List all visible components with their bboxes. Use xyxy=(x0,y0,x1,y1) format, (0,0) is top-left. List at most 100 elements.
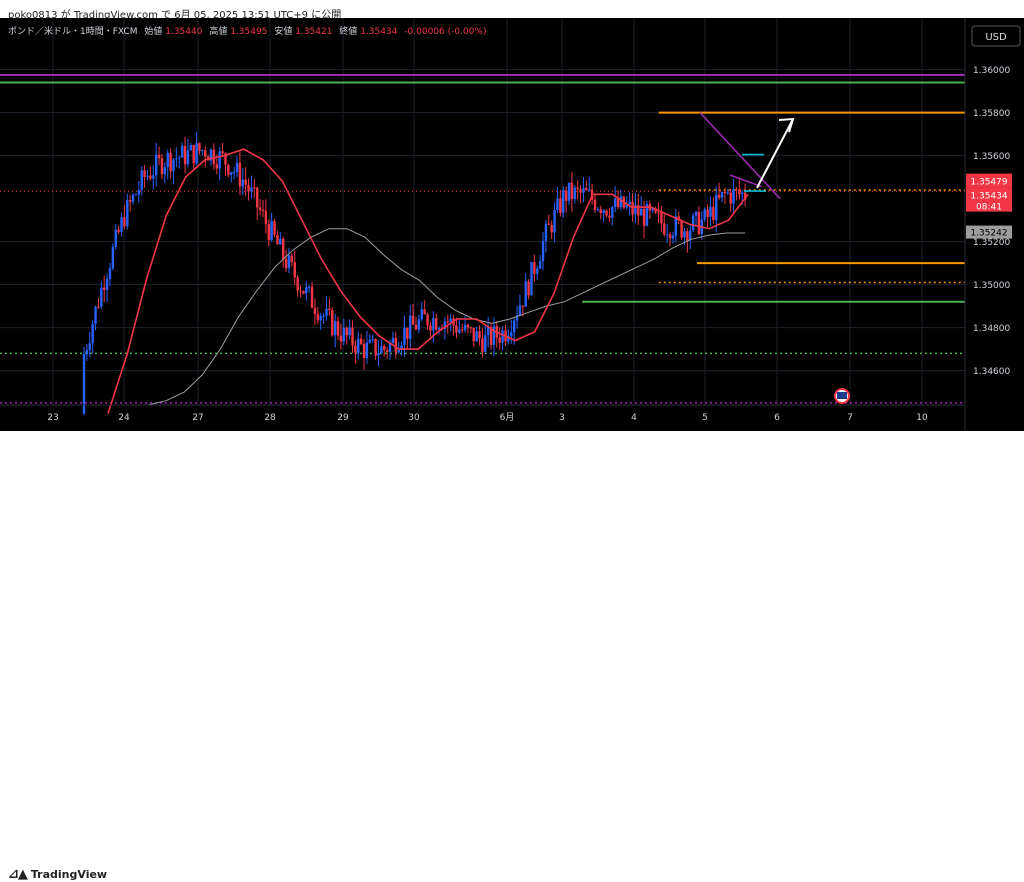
candle-body xyxy=(429,325,432,331)
svg-text:ポンド／米ドル・1時間・FXCM 始値: ポンド／米ドル・1時間・FXCM 始値 1.35440 高値 1.35495 安… xyxy=(8,25,486,37)
candle-body xyxy=(123,217,126,227)
candle-body xyxy=(128,200,132,202)
candle-body xyxy=(232,171,236,173)
candle-body xyxy=(149,175,152,179)
candle-body xyxy=(475,331,478,342)
x-tick-label: 7 xyxy=(847,413,853,423)
candle-body xyxy=(735,188,738,190)
price-chart[interactable]: 1.36000 1.35800 1.35600 1.35200 1.35000 1.348… xyxy=(0,18,1024,431)
candle-body xyxy=(556,198,559,211)
candle-body xyxy=(723,191,727,193)
candle-body xyxy=(521,305,525,307)
candle-body xyxy=(614,198,617,207)
candle-body xyxy=(293,262,296,278)
candle-body xyxy=(642,208,646,226)
candle-body xyxy=(377,353,380,356)
candle-body xyxy=(331,309,334,335)
candle-body xyxy=(411,315,415,325)
flag-marker[interactable] xyxy=(834,388,850,404)
candle-body xyxy=(120,217,123,233)
candle-body xyxy=(385,350,389,352)
chart-frame[interactable]: 1.36000 1.35800 1.35600 1.35200 1.35000 1.348… xyxy=(0,18,1024,431)
candle-body xyxy=(394,337,397,353)
candle-body xyxy=(391,337,395,343)
candle-body xyxy=(634,205,637,215)
candle-body xyxy=(94,306,97,324)
candle-body xyxy=(599,209,602,214)
candle-body xyxy=(186,150,190,165)
candle-body xyxy=(88,343,91,350)
candle-body xyxy=(585,187,588,191)
candle-body xyxy=(426,314,429,326)
candle-body xyxy=(209,149,213,161)
candle-body xyxy=(738,189,741,195)
tradingview-logo[interactable]: ⊿▲ TradingView xyxy=(8,867,107,882)
legend-close-label: 終値 xyxy=(339,25,357,37)
candle-body xyxy=(140,170,143,190)
candle-body xyxy=(677,216,680,221)
candle-body xyxy=(663,223,666,235)
candle-body xyxy=(238,162,242,187)
candle-body xyxy=(333,321,337,335)
x-tick-label: 6 xyxy=(774,413,780,423)
forecast-arrow-head-icon xyxy=(778,117,795,133)
candle-body xyxy=(160,158,164,175)
candle-body xyxy=(354,345,357,353)
candle-body xyxy=(345,327,348,336)
candle-body xyxy=(163,167,167,175)
candle-body xyxy=(463,324,467,331)
candle-body xyxy=(570,182,574,200)
candle-body xyxy=(258,207,262,211)
candle-body xyxy=(536,268,539,274)
candle-body xyxy=(674,216,678,236)
candle-body xyxy=(484,335,487,352)
candle-body xyxy=(230,172,233,175)
candle-body xyxy=(279,238,282,245)
candle-body xyxy=(224,153,227,165)
candle-body xyxy=(247,184,250,192)
drawings[interactable] xyxy=(699,112,795,200)
candle-body xyxy=(351,327,354,346)
candle-body xyxy=(665,234,669,236)
candle-body xyxy=(282,238,285,260)
candle-body xyxy=(691,215,695,231)
candle-body xyxy=(319,315,322,321)
candle-body xyxy=(406,327,409,339)
candle-body xyxy=(227,164,230,175)
candle-body xyxy=(342,327,346,342)
candle-body xyxy=(108,268,112,280)
candle-body xyxy=(97,306,100,308)
candle-body xyxy=(466,324,470,328)
legend-close: 1.35434 xyxy=(360,27,397,37)
candle-body xyxy=(250,187,253,192)
last-price-box xyxy=(966,187,1012,212)
footer: ⊿▲ TradingView xyxy=(0,431,1024,882)
candle-body xyxy=(472,327,475,342)
candle-body xyxy=(157,154,161,159)
chart-background xyxy=(0,18,1024,431)
candle-body xyxy=(371,339,374,341)
candle-body xyxy=(114,229,117,247)
candle-body xyxy=(611,206,614,218)
x-tick-label: 4 xyxy=(631,413,637,423)
candle-body xyxy=(307,286,311,288)
ma-price-box xyxy=(966,225,1012,239)
candle-body xyxy=(564,190,568,201)
candle-body xyxy=(446,321,449,323)
y-tick-label: 1.36000 xyxy=(973,66,1010,76)
candle-body xyxy=(689,230,692,241)
x-tick-label: 27 xyxy=(192,413,203,423)
candle-body xyxy=(183,145,187,165)
candle-body xyxy=(671,235,675,239)
currency-button[interactable] xyxy=(971,25,1021,47)
candle-body xyxy=(204,150,207,157)
candle-body xyxy=(103,287,106,290)
candle-body xyxy=(524,281,527,307)
candle-body xyxy=(683,231,686,238)
legend-symbol: ポンド／米ドル・1時間・FXCM xyxy=(8,25,137,37)
countdown-label: 08:41 xyxy=(976,203,1002,213)
legend-open-label: 始値 xyxy=(144,25,162,37)
candle-body xyxy=(131,194,135,202)
candle-body xyxy=(166,153,169,168)
candle-body xyxy=(608,215,611,218)
